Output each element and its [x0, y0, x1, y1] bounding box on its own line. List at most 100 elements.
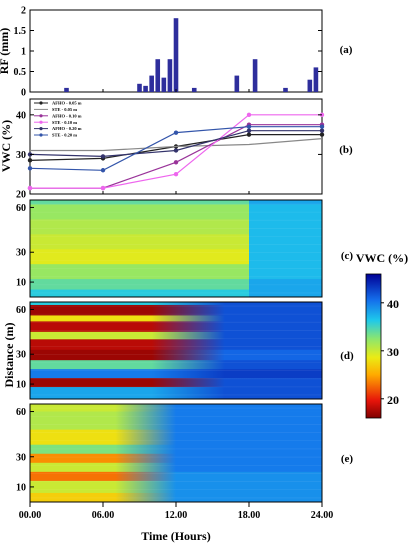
- time-tick-label: 12.00: [165, 510, 188, 521]
- legend-entry: STE - 0.20 m: [52, 133, 77, 138]
- vwc-series-point: [319, 124, 325, 129]
- heatmap-row: [30, 369, 322, 379]
- vwc-series-point: [246, 112, 252, 118]
- time-x-label: Time (Hours): [141, 529, 210, 543]
- heatmap-frame: [29, 301, 323, 400]
- legend-swatch-marker: [39, 120, 43, 124]
- heatmap-row: [30, 302, 322, 306]
- vwc-series-point: [319, 132, 325, 137]
- heatmap-row: [30, 387, 322, 399]
- vwc-y-tick-label: 40: [16, 110, 26, 121]
- heatmap-y-tick-label: 30: [16, 350, 26, 361]
- heatmap-row: [30, 315, 322, 322]
- legend-entry: STE - 0.10 m: [52, 120, 77, 125]
- vwc-colorbar: VWC (%) 20 30 40: [356, 251, 408, 419]
- panel-label-d: (d): [340, 350, 354, 362]
- heatmap-row: [30, 349, 322, 361]
- legend-entry: AFHO - 0.20 m: [52, 126, 82, 131]
- heatmap-row: [30, 339, 322, 351]
- rainfall-y-tick-label: 1.5: [14, 26, 27, 37]
- heatmap-panel-e: 10 30 60: [16, 403, 323, 503]
- rainfall-bar: [313, 67, 319, 92]
- rainfall-bar: [143, 85, 148, 92]
- vwc-series-point: [319, 128, 325, 133]
- rainfall-y-label: RF (mm): [0, 28, 11, 75]
- rainfall-bar: [149, 75, 154, 92]
- heatmap-row: [30, 219, 322, 235]
- vwc-series-point: [27, 158, 33, 163]
- rainfall-bar: [64, 87, 69, 92]
- heatmap-row: [30, 471, 322, 482]
- rainfall-panel: 0 0.5 1 1.5 2 RF (mm) (a): [0, 6, 353, 99]
- vwc-series-point: [100, 185, 106, 191]
- heatmap-y-tick-label: 10: [16, 278, 26, 289]
- rainfall-bar: [252, 59, 258, 92]
- vwc-series-point: [100, 154, 106, 159]
- heatmap-row: [30, 444, 322, 455]
- heatmap-y-tick-label: 60: [16, 203, 26, 214]
- colorbar-gradient: [365, 273, 382, 419]
- vwc-series-point: [173, 130, 179, 135]
- heatmap-y-tick-label: 10: [16, 482, 26, 493]
- vwc-series-point: [100, 168, 106, 173]
- heatmap-row: [30, 321, 322, 333]
- vwc-y-tick-label: 30: [16, 150, 26, 161]
- rainfall-bar: [191, 87, 197, 92]
- distance-y-label: Distance (m): [2, 323, 16, 388]
- rainfall-bar: [307, 79, 313, 92]
- rainfall-bar: [173, 18, 179, 93]
- heatmap-row: [30, 492, 322, 502]
- time-tick-label: 18.00: [238, 510, 261, 521]
- vwc-series-point: [27, 166, 33, 171]
- heatmap-row: [30, 429, 322, 446]
- time-axis-ticks: 00.00 06.00 12.00 18.00 24.00: [19, 502, 334, 521]
- heatmap-row: [30, 453, 322, 464]
- legend-entry: STE - 0.05 m: [52, 107, 77, 112]
- heatmap-row: [30, 204, 322, 220]
- vwc-series-point: [246, 132, 252, 137]
- time-tick-label: 00.00: [19, 510, 42, 521]
- heatmap-row: [30, 249, 322, 265]
- heatmap-row: [30, 411, 322, 431]
- legend-swatch-marker: [39, 133, 43, 137]
- vwc-series-point: [27, 185, 33, 191]
- heatmap-row: [30, 360, 322, 370]
- heatmap-row: [30, 289, 322, 297]
- heatmap-frame: [29, 199, 323, 298]
- heatmap-panel-d: 10 30 60: [16, 301, 323, 400]
- rainfall-bar: [234, 75, 240, 92]
- vwc-series-point: [246, 124, 252, 129]
- rainfall-bar: [155, 59, 161, 92]
- heatmap-row: [30, 234, 322, 250]
- vwc-series-point: [246, 128, 252, 133]
- vwc-series-line: [30, 138, 323, 152]
- rainfall-y-tick-label: 0.5: [14, 67, 27, 78]
- colorbar-tick-label: 20: [387, 393, 399, 407]
- heatmap-row: [30, 331, 322, 340]
- panel-label-b: (b): [339, 144, 353, 156]
- rainfall-bar: [167, 59, 173, 92]
- heatmap-y-tick-label: 10: [16, 380, 26, 391]
- panel-label-e: (e): [341, 453, 354, 465]
- rainfall-y-tick-label: 1: [21, 47, 26, 58]
- vwc-series-point: [173, 172, 179, 177]
- rainfall-y-tick-label: 0: [21, 88, 26, 99]
- heatmap-y-tick-label: 30: [16, 248, 26, 259]
- vwc-y-label: VWC (%): [0, 120, 13, 172]
- heatmap-row: [30, 378, 322, 388]
- rainfall-bar: [283, 87, 288, 92]
- panel-label-c: (c): [341, 250, 354, 262]
- rainfall-bar: [137, 83, 142, 92]
- heatmap-y-tick-label: 30: [16, 452, 26, 463]
- heatmap-row: [30, 480, 322, 494]
- heatmap-row: [30, 200, 322, 205]
- rainfall-y-tick-label: 2: [21, 6, 26, 17]
- heatmap-row: [30, 304, 322, 316]
- legend-swatch-marker: [39, 114, 43, 118]
- colorbar-title: VWC (%): [356, 251, 408, 265]
- time-tick-label: 06.00: [92, 510, 115, 521]
- heatmap-row: [30, 462, 322, 473]
- time-tick-label: 24.00: [311, 510, 334, 521]
- legend-entry: AFHO - 0.10 m: [52, 113, 82, 118]
